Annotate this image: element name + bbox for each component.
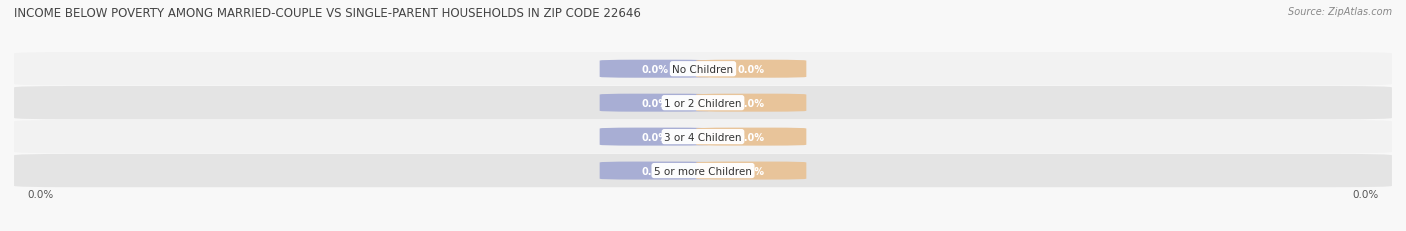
Text: 5 or more Children: 5 or more Children bbox=[654, 166, 752, 176]
FancyBboxPatch shape bbox=[14, 53, 1392, 86]
Text: 0.0%: 0.0% bbox=[641, 132, 668, 142]
Text: 0.0%: 0.0% bbox=[738, 98, 765, 108]
FancyBboxPatch shape bbox=[14, 154, 1392, 187]
Text: 0.0%: 0.0% bbox=[738, 166, 765, 176]
Text: INCOME BELOW POVERTY AMONG MARRIED-COUPLE VS SINGLE-PARENT HOUSEHOLDS IN ZIP COD: INCOME BELOW POVERTY AMONG MARRIED-COUPL… bbox=[14, 7, 641, 20]
FancyBboxPatch shape bbox=[599, 61, 710, 78]
FancyBboxPatch shape bbox=[696, 61, 806, 78]
Text: 1 or 2 Children: 1 or 2 Children bbox=[664, 98, 742, 108]
Text: 0.0%: 0.0% bbox=[1353, 189, 1378, 199]
Text: 0.0%: 0.0% bbox=[641, 98, 668, 108]
Text: 0.0%: 0.0% bbox=[641, 64, 668, 74]
FancyBboxPatch shape bbox=[696, 128, 806, 146]
FancyBboxPatch shape bbox=[14, 120, 1392, 154]
FancyBboxPatch shape bbox=[696, 94, 806, 112]
Text: No Children: No Children bbox=[672, 64, 734, 74]
Text: 0.0%: 0.0% bbox=[738, 132, 765, 142]
FancyBboxPatch shape bbox=[14, 87, 1392, 120]
FancyBboxPatch shape bbox=[599, 94, 710, 112]
FancyBboxPatch shape bbox=[599, 162, 710, 180]
Text: 0.0%: 0.0% bbox=[641, 166, 668, 176]
Text: Source: ZipAtlas.com: Source: ZipAtlas.com bbox=[1288, 7, 1392, 17]
Text: 3 or 4 Children: 3 or 4 Children bbox=[664, 132, 742, 142]
Text: 0.0%: 0.0% bbox=[28, 189, 53, 199]
FancyBboxPatch shape bbox=[696, 162, 806, 180]
Text: 0.0%: 0.0% bbox=[738, 64, 765, 74]
FancyBboxPatch shape bbox=[599, 128, 710, 146]
